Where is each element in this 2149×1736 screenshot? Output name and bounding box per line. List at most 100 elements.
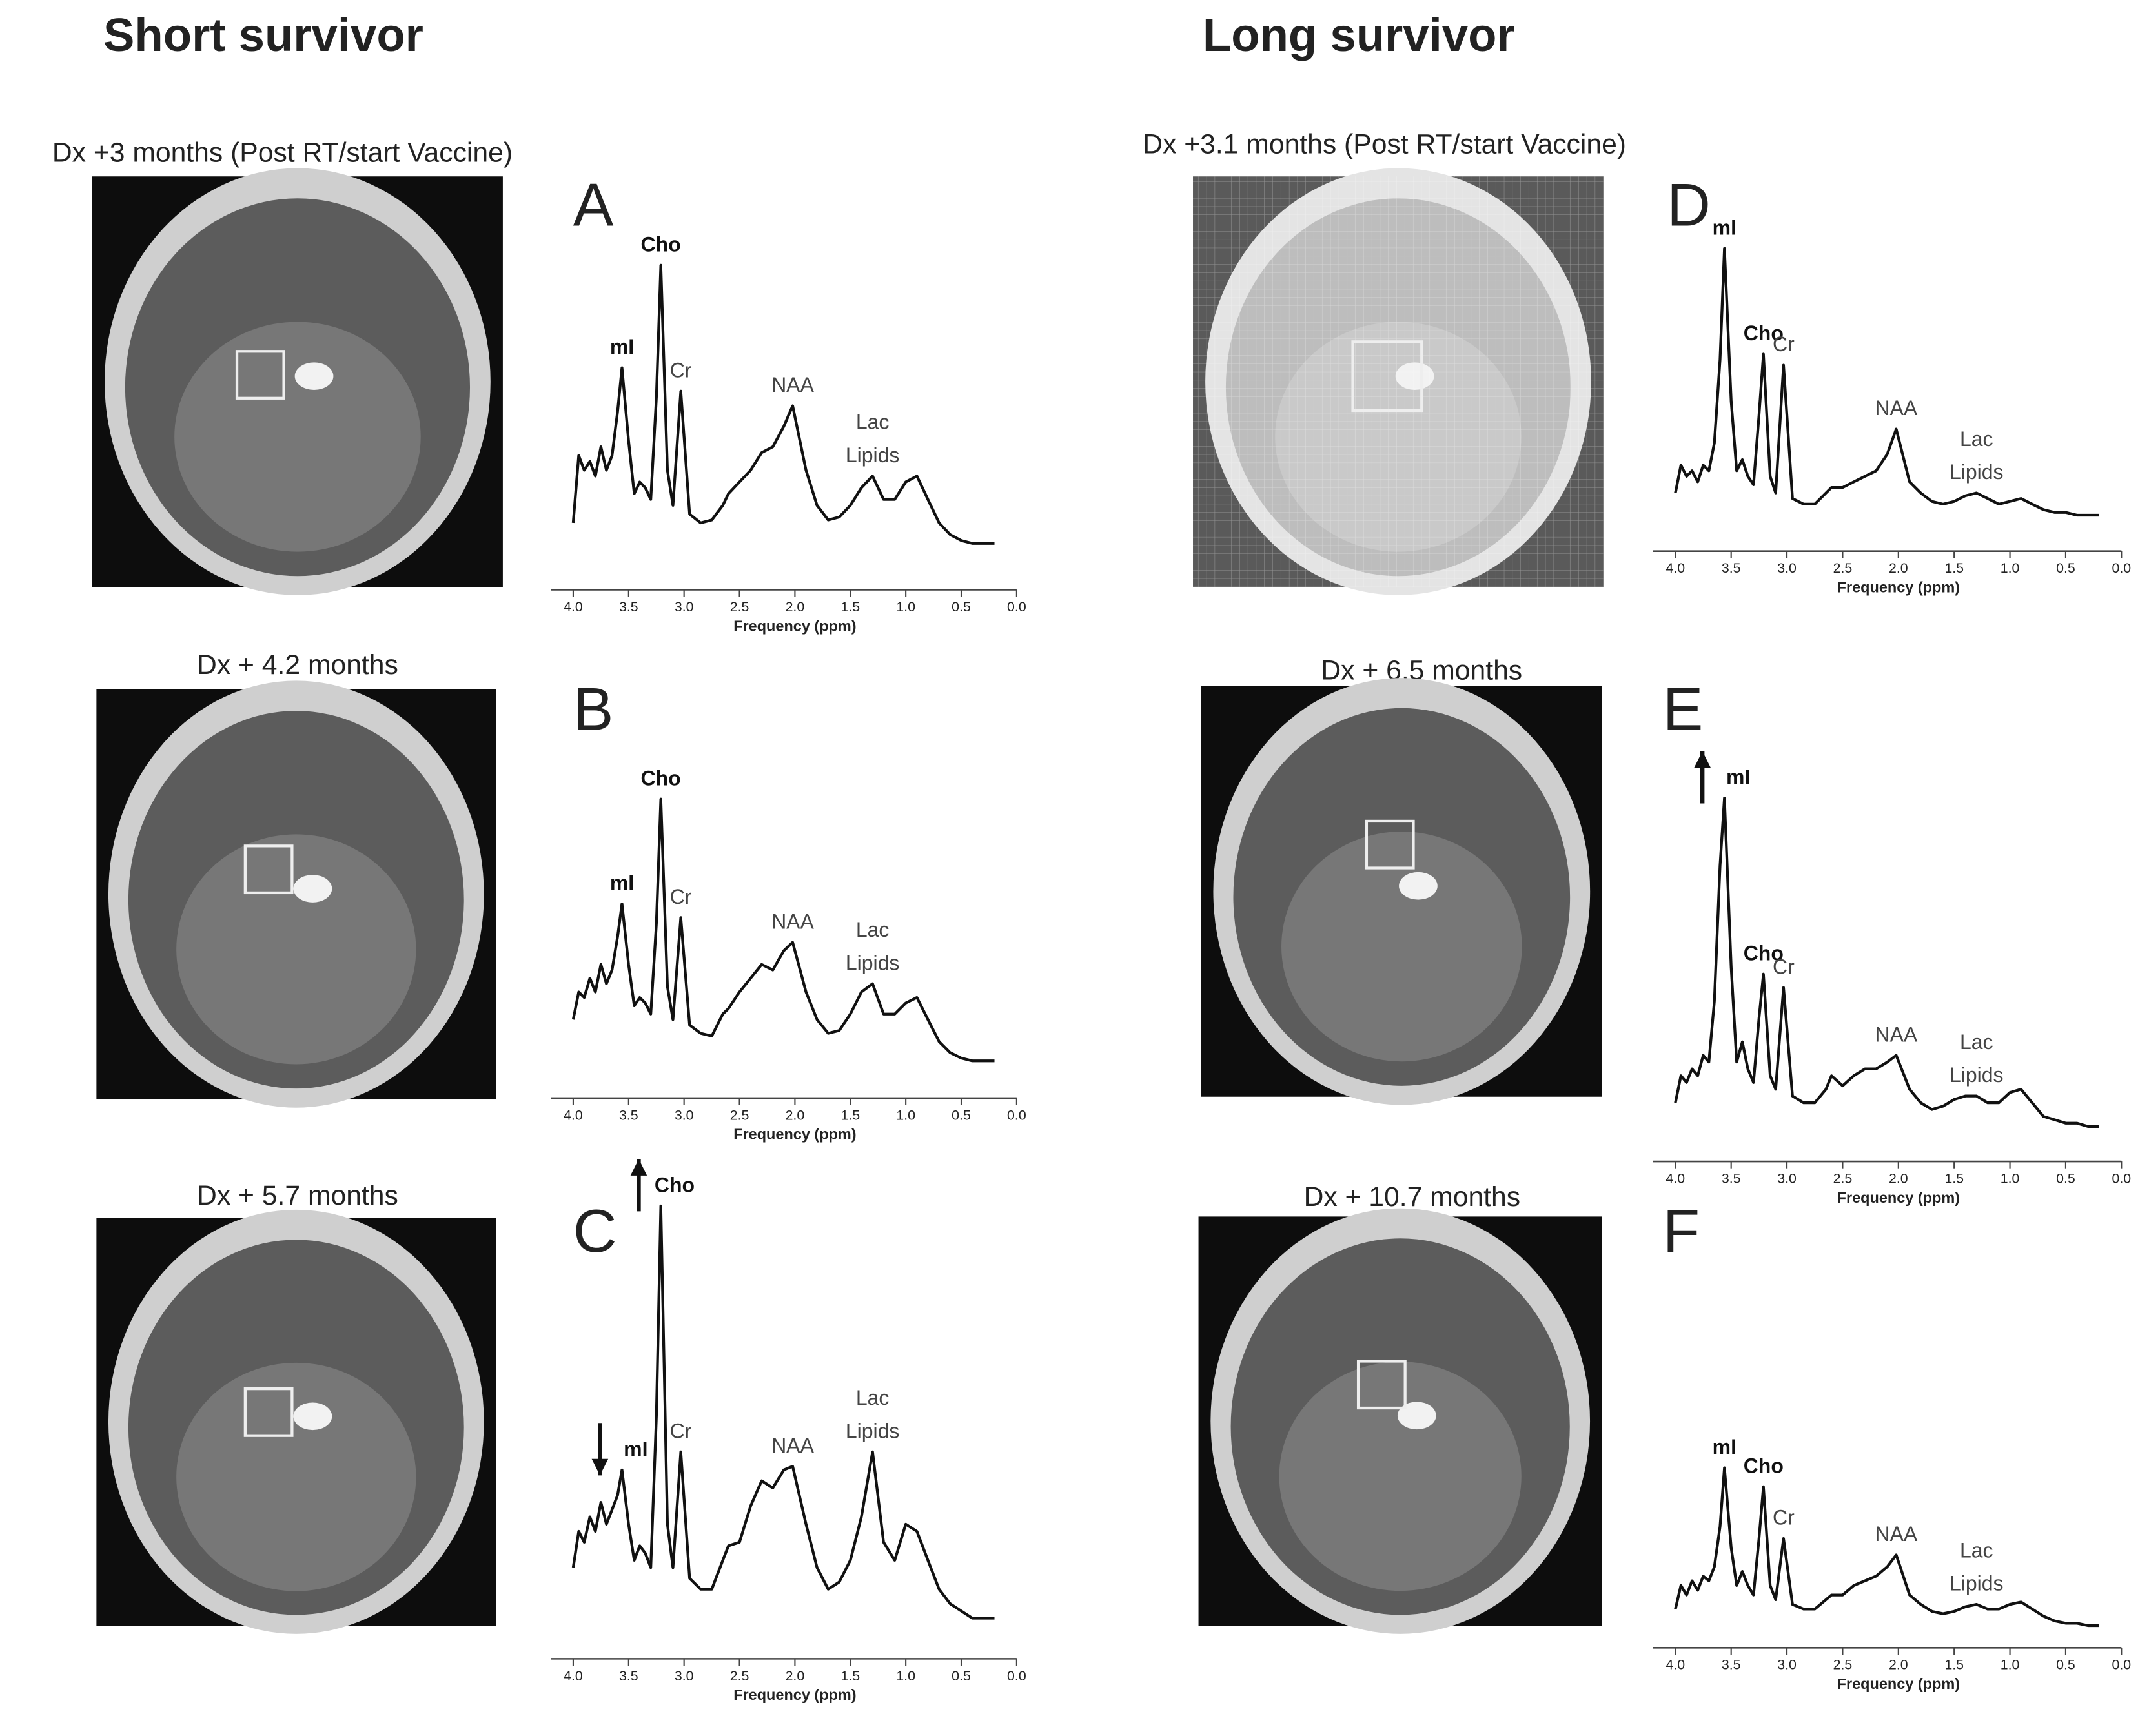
peak-label: Cr [670,358,692,382]
x-tick-label: 2.0 [1889,1170,1908,1186]
x-tick-label: 0.0 [2112,1170,2131,1186]
peak-label: Lac [1960,427,1993,451]
spectrum-chart: A 4.0 3.5 3.0 2.5 2.0 1.5 1.0 0.5 0.0 Frequency (p… [551,170,1026,634]
voxel-box [1365,819,1415,870]
panel-letter: A [573,170,614,238]
mri-cerebellum [174,322,421,552]
x-tick-label: 1.5 [1944,1170,1964,1186]
peak-label: Cho [641,766,681,790]
x-tick-label: 3.5 [1722,1657,1741,1673]
spectrum-line [1674,796,2099,1128]
mri-cerebellum [176,834,416,1065]
x-tick-label: 2.0 [1889,1657,1908,1673]
x-tick-label: 0.0 [1007,599,1026,615]
column-title: Short survivor [103,9,423,61]
x-tick-label: 3.0 [1777,560,1797,576]
voxel-box [243,844,294,895]
x-tick-label: 3.0 [675,1107,694,1123]
peak-label: Lipids [1950,1063,2004,1087]
x-tick-label: 3.5 [1722,560,1741,576]
peak-label: Lipids [1950,460,2004,484]
peak-label: Lipids [846,444,900,467]
peak-label: mI [1726,766,1750,789]
x-tick-label: 0.5 [952,1107,971,1123]
peak-label: mI [1713,1435,1737,1458]
peak-label: mI [1713,216,1737,240]
mri-cerebellum [1279,1362,1522,1591]
x-tick-label: 3.0 [675,1668,694,1684]
spectrum-line [1674,247,2099,517]
x-tick-label: 1.5 [1944,1657,1964,1673]
x-tick-label: 3.0 [1777,1170,1797,1186]
x-tick-label: 0.5 [2056,1657,2075,1673]
peak-label: Cr [1773,955,1795,978]
voxel-box [1356,1360,1407,1410]
peak-label: NAA [771,1434,814,1457]
x-tick-label: 3.5 [1722,1170,1741,1186]
x-tick-label: 0.5 [2056,1170,2075,1186]
x-tick-label: 0.0 [2112,560,2131,576]
change-arrowhead [591,1458,609,1476]
mri-caption: Dx +3.1 months (Post RT/start Vaccine) [1143,129,1626,160]
x-axis-label: Frequency (ppm) [1837,579,1960,596]
mri-cerebellum [1281,832,1522,1062]
peak-label: Cho [1744,322,1784,345]
peak-label: mI [610,335,634,358]
peak-label: mI [624,1437,647,1460]
peak-label: Cho [1744,941,1784,965]
mri-lesion [293,875,332,903]
column-title: Long survivor [1203,9,1515,61]
spectrum-chart: C 4.0 3.5 3.0 2.5 2.0 1.5 1.0 0.5 0.0 Frequency (p… [551,1159,1026,1703]
peak-label: Lipids [846,951,900,974]
x-axis-label: Frequency (ppm) [733,1686,856,1703]
x-tick-label: 2.5 [1833,560,1853,576]
peak-label: Cho [1744,1454,1784,1477]
x-tick-label: 1.0 [2001,1657,2020,1673]
spectrum-chart: B 4.0 3.5 3.0 2.5 2.0 1.5 1.0 0.5 0.0 Frequency (p… [551,675,1026,1143]
voxel-box [235,350,285,400]
x-tick-label: 2.0 [786,1107,805,1123]
mri-grid [1193,176,1604,587]
x-tick-label: 4.0 [1665,560,1685,576]
x-tick-label: 1.5 [840,1107,860,1123]
peak-label: Lipids [846,1419,900,1442]
peak-label: NAA [771,373,814,396]
mri-lesion [1397,1402,1436,1430]
spectrum-chart: F 4.0 3.5 3.0 2.5 2.0 1.5 1.0 0.5 0.0 Frequency (p… [1653,1197,2131,1692]
x-tick-label: 3.5 [619,1107,638,1123]
spectrum-chart: E 4.0 3.5 3.0 2.5 2.0 1.5 1.0 0.5 0.0 Frequency (p… [1653,675,2131,1206]
spectrum-line [571,797,995,1063]
panel-letter: D [1667,170,1711,238]
x-axis-label: Frequency (ppm) [733,1126,856,1143]
x-tick-label: 0.5 [2056,560,2075,576]
voxel-box [1351,340,1423,413]
panel-letter: C [573,1197,617,1265]
peak-label: NAA [771,910,814,933]
peak-label: Lac [856,918,890,941]
x-axis-label: Frequency (ppm) [733,617,856,634]
mri-lesion [293,1402,332,1431]
x-tick-label: 3.5 [619,599,638,615]
x-tick-label: 1.0 [2001,560,2020,576]
x-tick-label: 2.5 [730,1107,749,1123]
spectrum-line [1674,1466,2099,1628]
peak-label: Cr [1773,332,1795,356]
mri-lesion [294,362,334,391]
mri-image [96,1209,496,1634]
x-tick-label: 1.0 [2001,1170,2020,1186]
peak-label: NAA [1875,1522,1917,1546]
panel-letter: F [1663,1197,1700,1265]
mri-image [1201,678,1602,1105]
x-tick-label: 1.5 [840,1668,860,1684]
x-tick-label: 4.0 [564,1107,583,1123]
mri-caption: Dx + 10.7 months [1304,1181,1521,1212]
x-axis-label: Frequency (ppm) [1837,1675,1960,1692]
spectrum-line [571,263,995,545]
panel-letter: B [573,675,614,742]
x-tick-label: 0.0 [2112,1657,2131,1673]
peak-label: Lac [856,1386,890,1409]
peak-label: Cr [670,885,692,908]
peak-label: Lac [856,411,890,434]
x-tick-label: 0.5 [952,599,971,615]
